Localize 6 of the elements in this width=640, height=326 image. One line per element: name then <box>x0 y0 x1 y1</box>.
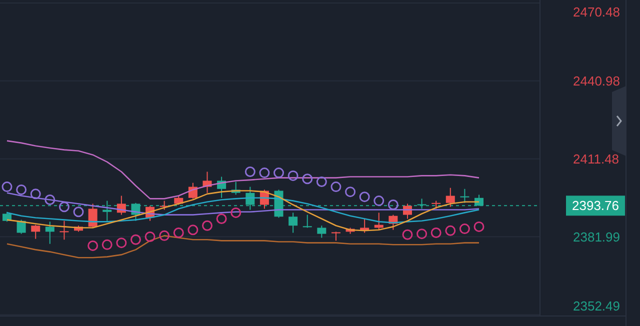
ref-line-label: 2393.76 <box>572 198 619 214</box>
y-tick-label: 2381.99 <box>573 229 620 244</box>
y-tick-label: 2470.48 <box>573 4 620 20</box>
y-tick-label: 2352.49 <box>573 298 620 314</box>
y-tick-label: 2411.48 <box>573 151 620 166</box>
y-tick-label: 2440.98 <box>573 73 620 88</box>
